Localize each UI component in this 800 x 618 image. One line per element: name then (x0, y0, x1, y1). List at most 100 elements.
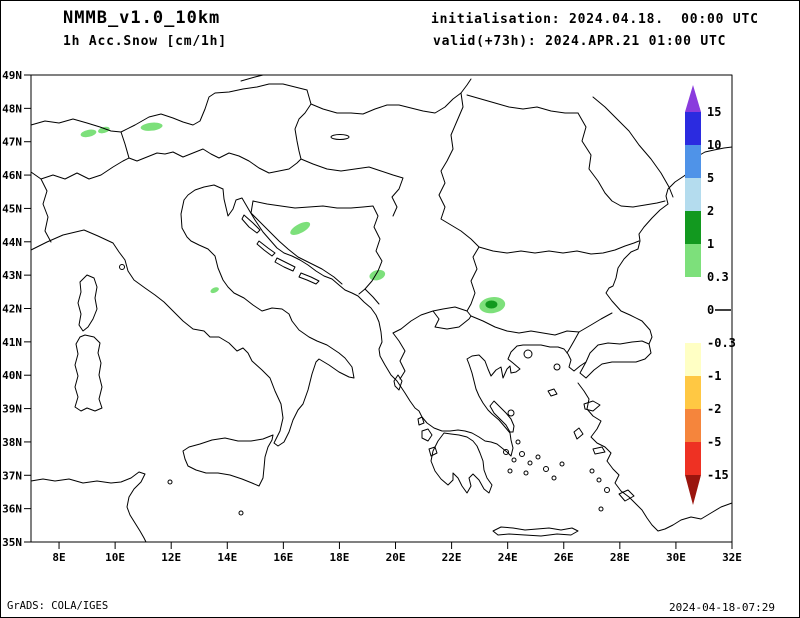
colorbar-segment (685, 376, 701, 409)
colorbar-arrow-bottom (685, 475, 701, 505)
colorbar-label: 15 (707, 105, 721, 119)
coastlines (30, 146, 733, 543)
border-albania-greece (392, 332, 406, 380)
border-austria-hungary (294, 89, 312, 160)
coast-peloponnese (430, 432, 493, 494)
colorbar-label: 1 (707, 237, 714, 251)
lat-tick-label: 36N (2, 503, 22, 516)
island-cyclades (515, 439, 521, 445)
lon-tick-label: 26E (554, 551, 574, 564)
lon-tick-label: 8E (52, 551, 65, 564)
lon-tick-label: 16E (273, 551, 293, 564)
snow-patch (210, 287, 219, 294)
border-bosnia-north-serbia-west (252, 200, 383, 295)
snow-patch (140, 122, 163, 131)
coast-corsica (77, 274, 98, 332)
lat-tick-label: 49N (2, 69, 22, 82)
island-cyclades (559, 461, 565, 467)
colorbar-label: -1 (707, 369, 721, 383)
colorbar-segment (685, 244, 701, 277)
colorbar-arrow-top (685, 85, 701, 112)
island-cyclades (551, 475, 557, 481)
lat-tick-label: 42N (2, 303, 22, 316)
border-kosovo-macedonia (392, 306, 468, 334)
colorbar-label: 2 (707, 204, 714, 218)
border-hungary-romania-serbia (438, 92, 480, 248)
island-lesbos (583, 400, 601, 412)
colorbar: 15 10 5 2 1 0.3 0 -0.3 -1 -2 -5 -15 (685, 85, 736, 505)
axes: 49N 48N 47N 46N 45N 44N 43N 42N 41N 40N 39N 38N 37N 3… (2, 69, 742, 564)
map-frame (30, 74, 733, 543)
snow-shading-layer (80, 122, 506, 314)
lon-tick-label: 28E (610, 551, 630, 564)
island-cyclades (535, 454, 541, 460)
colorbar-segment (685, 409, 701, 442)
valid-time-label: valid(+73h): 2024.APR.21 01:00 UTC (433, 34, 727, 49)
border-romania-ukraine (466, 94, 579, 114)
coast-marmara (579, 340, 652, 379)
lon-tick-label: 14E (217, 551, 237, 564)
border-romania-moldova (577, 112, 666, 208)
coast-anatolia (577, 382, 733, 532)
lon-tick-label: 20E (386, 551, 406, 564)
model-title: NMMB_v1.0_10km (63, 8, 221, 28)
island-dodecanese (598, 506, 604, 512)
island-malta (238, 510, 244, 516)
lat-tick-label: 37N (2, 469, 22, 482)
island-evia (489, 400, 515, 433)
island-cyclades (543, 466, 549, 472)
island-corfu (393, 374, 403, 391)
border-romania-bulgaria (478, 240, 640, 255)
coast-sardinia (74, 334, 103, 412)
colorbar-label: -15 (707, 468, 729, 482)
island-limnos (547, 388, 558, 397)
lat-tick-label: 45N (2, 202, 22, 215)
lat-tick-label: 39N (2, 403, 22, 416)
island-hvar (274, 257, 296, 272)
lon-tick-label: 30E (666, 551, 686, 564)
colorbar-segment (685, 277, 701, 310)
lake-balaton (330, 134, 350, 140)
island-cyclades (511, 457, 517, 463)
lat-tick-label: 48N (2, 102, 22, 115)
island-dodecanese (589, 468, 595, 474)
border-czech (240, 74, 264, 82)
lat-tick-label: 43N (2, 269, 22, 282)
colorbar-label: -0.3 (707, 336, 736, 350)
colorbar-label: 10 (707, 138, 721, 152)
island-chios (573, 427, 584, 440)
snow-patch (485, 300, 498, 309)
lon-tick-label: 32E (722, 551, 742, 564)
island-pantelleria (167, 479, 173, 485)
border-germany-austria (120, 83, 308, 133)
colorbar-label: 0.3 (707, 270, 729, 284)
snow-patch (369, 269, 386, 281)
lon-tick-label: 22E (442, 551, 462, 564)
colorbar-label: 0 (707, 303, 714, 317)
border-hungary-slovakia (310, 78, 472, 115)
lat-tick-label: 40N (2, 369, 22, 382)
border-swiss-north (30, 118, 122, 133)
colorbar-segment (685, 112, 701, 145)
border-austria-italy-slovenia (172, 148, 302, 174)
border-moldova-ukraine (592, 96, 674, 198)
border-swiss-italy (40, 151, 174, 180)
colorbar-segment (685, 211, 701, 244)
coast-adriatic-balkans-greece (222, 188, 587, 457)
colorbar-label: -5 (707, 435, 721, 449)
field-title: 1h Acc.Snow [cm/1h] (63, 34, 227, 49)
colorbar-segment (685, 145, 701, 178)
border-croatia-bosnia (250, 200, 343, 285)
island-pag (256, 240, 276, 257)
island-cyclades (507, 468, 513, 474)
border-croatia-hungary-serbia (300, 158, 404, 217)
snow-patch (290, 221, 311, 235)
lon-tick-label: 18E (330, 551, 350, 564)
colorbar-segment (685, 178, 701, 211)
island-thasos (523, 349, 533, 359)
snow-patch (80, 129, 97, 138)
coast-north-africa (30, 471, 147, 543)
island-zakynthos (428, 446, 438, 457)
